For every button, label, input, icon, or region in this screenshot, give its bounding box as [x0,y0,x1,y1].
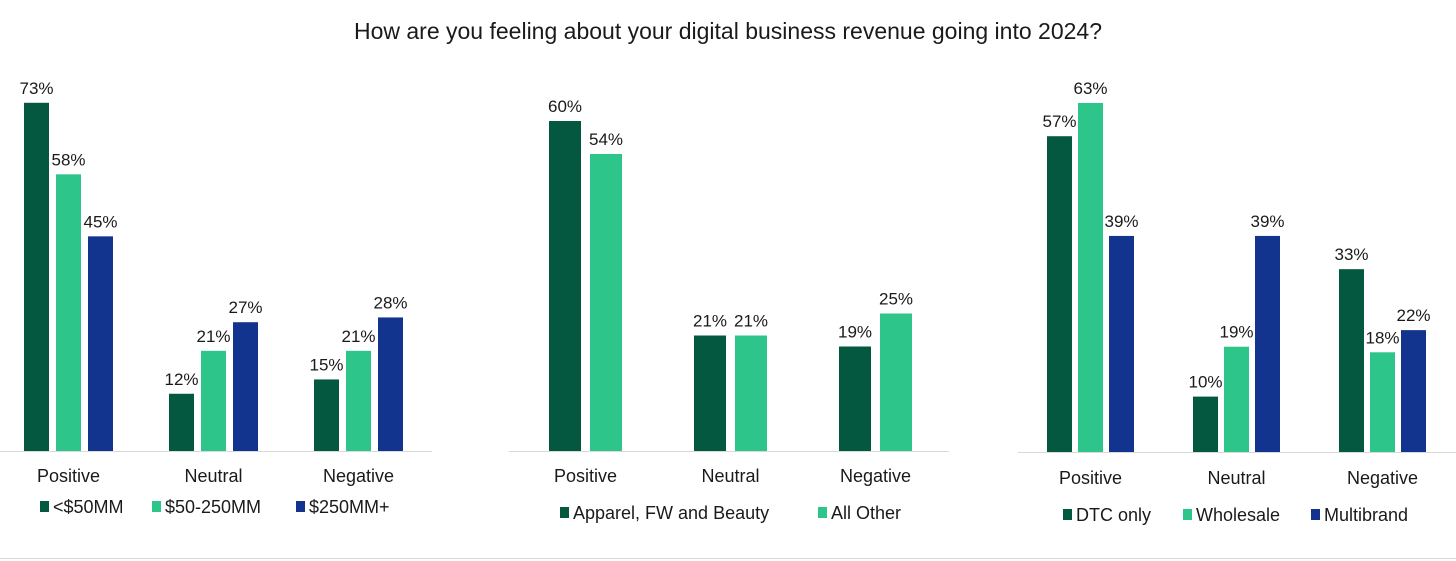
bottom-divider [0,558,1456,559]
x-tick-label: Positive [554,466,617,486]
x-tick-label: Negative [323,466,394,486]
data-label: 60% [548,97,582,116]
bar [1370,352,1395,452]
bar [1078,102,1103,452]
x-tick-label: Neutral [184,466,242,486]
x-tick-label: Negative [1347,468,1418,488]
bar [590,154,622,451]
bar [1109,235,1134,452]
legend-label: Apparel, FW and Beauty [573,503,769,523]
legend-label: $250MM+ [309,497,390,517]
legend-label: Multibrand [1324,505,1408,525]
data-label: 33% [1334,245,1368,264]
chart-title: How are you feeling about your digital b… [353,18,1102,44]
legend-label: DTC only [1076,505,1151,525]
data-label: 18% [1365,328,1399,347]
bar [1339,269,1364,452]
legend-swatch [40,501,49,512]
bar [378,317,403,451]
legend-label: Wholesale [1196,505,1280,525]
data-label: 63% [1073,79,1107,98]
bar [880,313,912,451]
legend-swatch [560,507,569,518]
bar [56,174,81,451]
x-tick-label: Positive [1059,468,1122,488]
data-label: 19% [1219,323,1253,342]
x-tick-label: Negative [840,466,911,486]
x-tick-label: Neutral [701,466,759,486]
data-label: 21% [341,327,375,346]
legend-swatch [1183,509,1192,520]
bar [314,379,339,451]
data-label: 10% [1188,373,1222,392]
data-label: 22% [1396,306,1430,325]
data-label: 45% [83,212,117,231]
data-label: 39% [1104,212,1138,231]
legend-swatch [818,507,827,518]
bar [346,350,371,451]
bar [1047,136,1072,452]
legend-swatch [1063,509,1072,520]
bar [24,102,49,451]
bar [735,335,767,451]
bar [201,350,226,451]
bar [169,393,194,451]
legend-swatch [296,501,305,512]
data-label: 39% [1250,212,1284,231]
bar [1401,330,1426,452]
bar [694,335,726,451]
data-label: 12% [164,370,198,389]
bar [549,121,581,451]
bar [233,322,258,451]
legend-label: $50-250MM [165,497,261,517]
legend-label: <$50MM [53,497,124,517]
legend-swatch [152,501,161,512]
data-label: 21% [734,312,768,331]
data-label: 58% [51,150,85,169]
bar [88,236,113,451]
data-label: 25% [879,290,913,309]
bar [1224,346,1249,452]
bar [1255,235,1280,452]
data-label: 21% [693,312,727,331]
data-label: 54% [589,130,623,149]
data-label: 73% [19,79,53,98]
legend-label: All Other [831,503,901,523]
bar [839,346,871,451]
data-label: 15% [309,355,343,374]
bar [1193,396,1218,452]
data-label: 28% [373,293,407,312]
data-label: 19% [838,323,872,342]
data-label: 57% [1042,112,1076,131]
data-label: 27% [228,298,262,317]
data-label: 21% [196,327,230,346]
x-tick-label: Positive [37,466,100,486]
x-tick-label: Neutral [1207,468,1265,488]
legend-swatch [1311,509,1320,520]
